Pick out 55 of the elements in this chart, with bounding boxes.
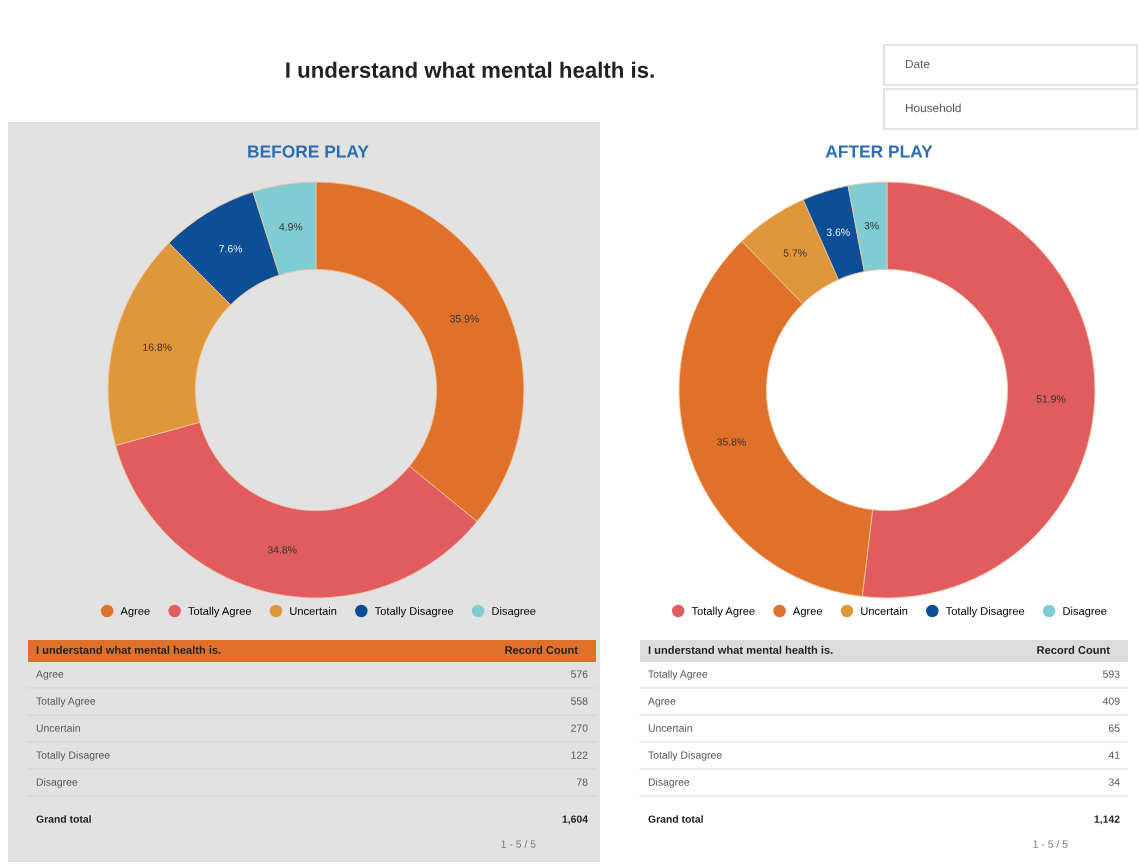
text: 65: [1108, 724, 1120, 732]
data-label: 5.7%: [783, 249, 807, 257]
legend-label: Agree: [120, 607, 150, 618]
text: Record Count: [1037, 645, 1110, 654]
category-label: Disagree: [648, 778, 690, 788]
legend-label: Disagree: [1063, 606, 1107, 618]
text: 41: [1108, 751, 1120, 759]
category-label: Totally Disagree: [36, 751, 110, 761]
category-label: Totally Disagree: [648, 751, 722, 761]
data-label: 35.9%: [450, 315, 479, 323]
chart-title: BEFORE PLAY: [248, 145, 369, 158]
chart-title: AFTER PLAY: [825, 145, 933, 158]
data-label: 51.9%: [1036, 395, 1066, 403]
legend-label: Disagree: [492, 606, 536, 618]
legend-label: Totally Agree: [691, 606, 755, 618]
data-label: 3.6%: [826, 228, 850, 236]
category-label: Uncertain: [36, 724, 80, 732]
text: 1 - 5 / 5: [1033, 840, 1068, 848]
category-label: Totally Agree: [648, 670, 708, 680]
text: 1,604: [562, 815, 588, 825]
text: 270: [571, 724, 588, 732]
legend-label: Uncertain: [290, 606, 337, 615]
text: 558: [571, 697, 588, 705]
legend-label: Totally Agree: [188, 606, 252, 618]
data-label: 4.9%: [279, 223, 303, 231]
legend-label: Totally Disagree: [374, 606, 454, 618]
text: Record Count: [505, 645, 578, 654]
text: 593: [1103, 670, 1120, 678]
data-label: 3%: [864, 221, 879, 230]
legend-label: Totally Disagree: [945, 606, 1025, 618]
slice-label: Agree: [648, 697, 676, 707]
text: I understand what mental health is.: [36, 645, 221, 654]
text: 1 - 5 / 5: [501, 840, 536, 848]
text: 576: [571, 670, 588, 678]
text: Grand total: [648, 815, 703, 823]
data-label: 34.8%: [267, 546, 297, 554]
text: 409: [1102, 697, 1120, 705]
text: 122: [571, 751, 588, 759]
slice-label: Totally Agree: [36, 697, 96, 707]
text: Household: [905, 103, 961, 113]
data-label: 35.8%: [717, 438, 746, 446]
data-label: 16.8%: [143, 343, 172, 351]
text: I understand what mental health is.: [286, 61, 654, 78]
text: I understand what mental health is.: [648, 645, 833, 654]
legend-label: Uncertain: [861, 606, 908, 615]
text: Date: [905, 59, 930, 69]
text: Grand total: [36, 815, 91, 823]
legend-label: Agree: [792, 607, 823, 618]
text: 34: [1108, 778, 1120, 786]
category-label: Disagree: [36, 778, 78, 788]
text: 1,142: [1094, 815, 1120, 825]
category-label: Uncertain: [648, 724, 692, 732]
text: 78: [576, 778, 588, 786]
category-label: Agree: [36, 670, 64, 680]
data-label: 7.6%: [219, 245, 243, 253]
